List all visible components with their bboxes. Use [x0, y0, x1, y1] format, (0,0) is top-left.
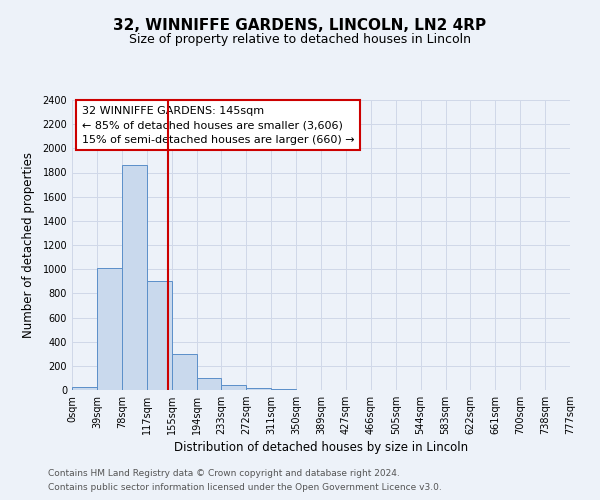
X-axis label: Distribution of detached houses by size in Lincoln: Distribution of detached houses by size … [174, 442, 468, 454]
Bar [221, 384, 247, 390]
Text: Contains public sector information licensed under the Open Government Licence v3: Contains public sector information licen… [48, 484, 442, 492]
Text: Size of property relative to detached houses in Lincoln: Size of property relative to detached ho… [129, 32, 471, 46]
Y-axis label: Number of detached properties: Number of detached properties [22, 152, 35, 338]
Bar [172, 354, 197, 390]
Bar [72, 387, 97, 390]
Bar [97, 268, 122, 390]
Text: 32 WINNIFFE GARDENS: 145sqm
← 85% of detached houses are smaller (3,606)
15% of : 32 WINNIFFE GARDENS: 145sqm ← 85% of det… [82, 106, 355, 144]
Text: 32, WINNIFFE GARDENS, LINCOLN, LN2 4RP: 32, WINNIFFE GARDENS, LINCOLN, LN2 4RP [113, 18, 487, 32]
Text: Contains HM Land Registry data © Crown copyright and database right 2024.: Contains HM Land Registry data © Crown c… [48, 468, 400, 477]
Bar [146, 281, 172, 390]
Bar [122, 165, 147, 390]
Bar [247, 388, 271, 390]
Bar [197, 378, 221, 390]
